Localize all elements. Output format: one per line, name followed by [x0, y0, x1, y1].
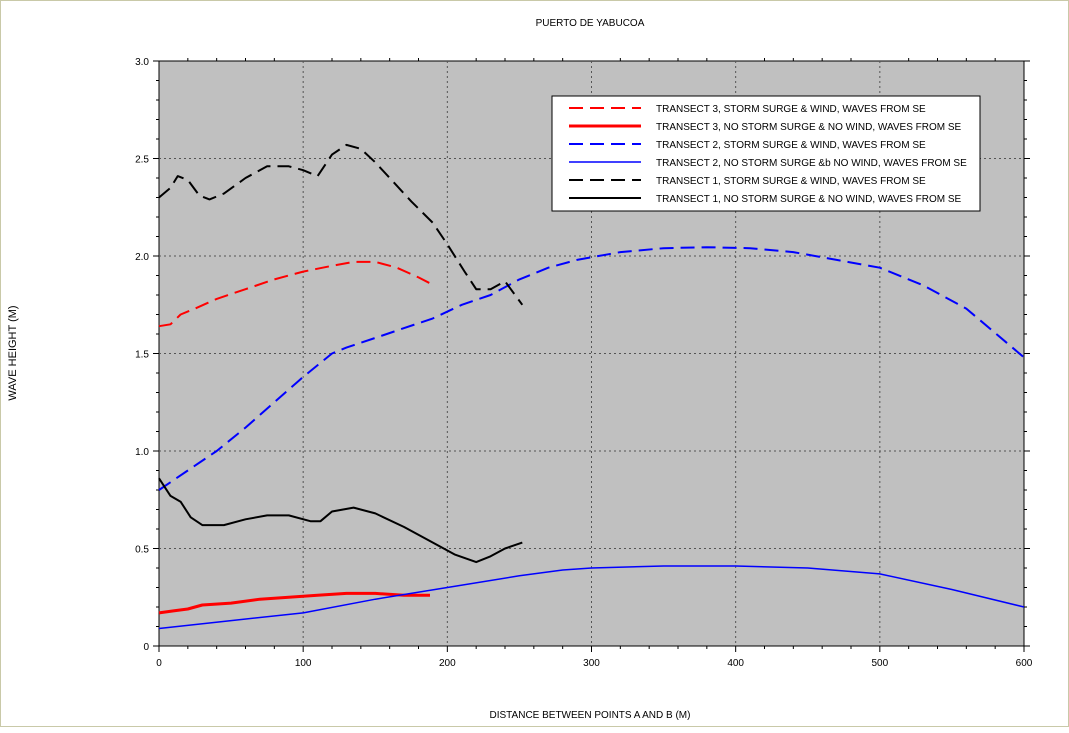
- data-series: [158, 143, 1025, 630]
- series-line-5: [158, 143, 524, 306]
- y-tick-label: 2.5: [135, 155, 149, 166]
- series-line-6: [158, 477, 523, 564]
- y-tick-label: 1.5: [135, 350, 149, 361]
- y-tick-label: 0.5: [135, 545, 149, 556]
- y-tick-label: 0: [143, 642, 149, 653]
- y-tick-label: 2.0: [135, 252, 149, 263]
- legend: TRANSECT 3, STORM SURGE & WIND, WAVES FR…: [551, 95, 981, 212]
- legend-label-1: TRANSECT 3, STORM SURGE & WIND, WAVES FR…: [656, 104, 926, 115]
- y-axis-label: WAVE HEIGHT (M): [7, 305, 19, 400]
- legend-box: [551, 95, 981, 212]
- series-line-2: [158, 591, 430, 615]
- x-tick-label: 600: [1016, 658, 1033, 669]
- x-tick-label: 100: [295, 658, 312, 669]
- x-tick-label: 300: [583, 658, 600, 669]
- chart-title: PUERTO DE YABUCOA: [536, 18, 645, 29]
- axis-ticks: 0 100 200 300 400 500 600 0 0.5 1.0 1.5 2.0 2.5 3.0: [135, 57, 1033, 669]
- x-tick-label: 500: [871, 658, 888, 669]
- series-line-1: [158, 260, 431, 328]
- x-tick-label: 0: [156, 658, 162, 669]
- series-line-3: [158, 246, 1025, 491]
- y-tick-label: 1.0: [135, 447, 149, 458]
- y-tick-label: 3.0: [135, 57, 149, 68]
- x-tick-label: 200: [439, 658, 456, 669]
- legend-label-6: TRANSECT 1, NO STORM SURGE & NO WIND, WA…: [656, 194, 962, 205]
- legend-label-4: TRANSECT 2, NO STORM SURGE &b NO WIND, W…: [656, 158, 967, 169]
- legend-items: TRANSECT 3, STORM SURGE & WIND, WAVES FR…: [569, 104, 967, 205]
- legend-label-3: TRANSECT 2, STORM SURGE & WIND, WAVES FR…: [656, 140, 926, 151]
- x-tick-label: 400: [727, 658, 744, 669]
- legend-label-5: TRANSECT 1, STORM SURGE & WIND, WAVES FR…: [656, 176, 926, 187]
- legend-label-2: TRANSECT 3, NO STORM SURGE & NO WIND, WA…: [656, 122, 962, 133]
- series-line-4: [158, 565, 1025, 630]
- x-axis-label: DISTANCE BETWEEN POINTS A AND B (M): [490, 710, 691, 721]
